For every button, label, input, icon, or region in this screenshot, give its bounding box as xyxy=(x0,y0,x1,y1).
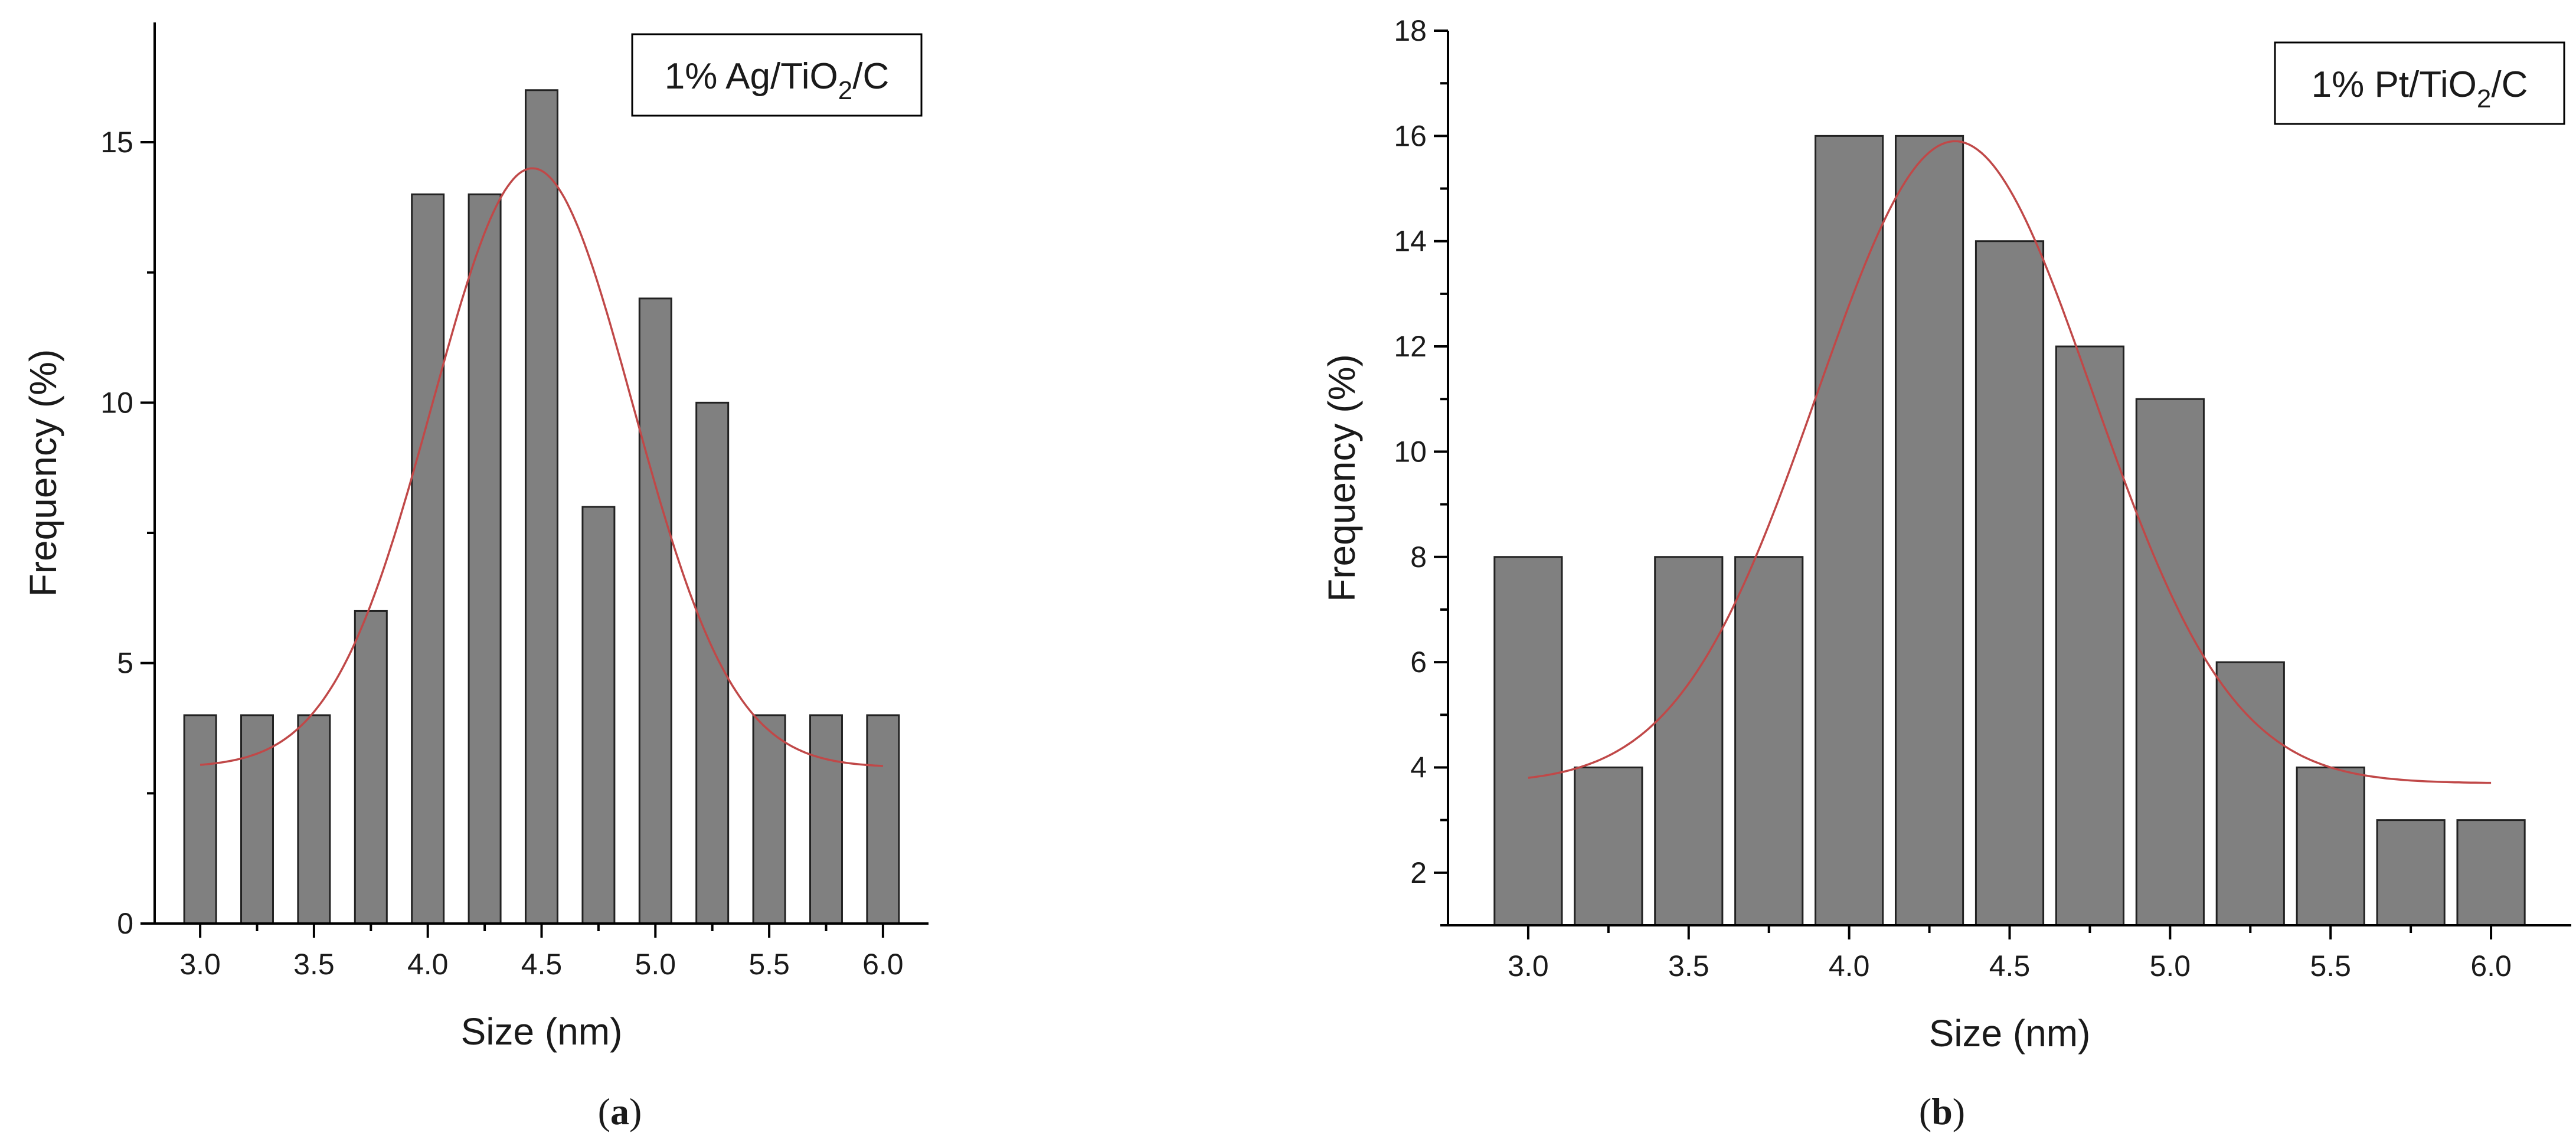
y-tick-label: 14 xyxy=(1394,225,1427,258)
panel-label-open: ( xyxy=(598,1091,610,1132)
legend-label-subscript: 2 xyxy=(2477,84,2491,113)
histogram-bar xyxy=(1815,135,1884,926)
y-axis-title: Frequency (%) xyxy=(22,349,64,597)
histogram-bar xyxy=(2215,661,2285,926)
gaussian-fit-curve xyxy=(1528,140,2492,784)
histogram-bar xyxy=(2135,398,2205,926)
histogram-bar xyxy=(183,714,217,925)
legend-label-main: 1% Ag/TiO xyxy=(665,56,838,97)
panel-label: (b) xyxy=(1919,1091,1965,1132)
histogram-bar xyxy=(638,297,672,925)
legend-label-main: 1% Pt/TiO xyxy=(2312,64,2477,105)
histogram-bar xyxy=(1734,556,1804,926)
legend-label-subscript: 2 xyxy=(838,76,852,105)
y-axis-title: Frequency (%) xyxy=(1320,354,1363,602)
y-tick-label: 15 xyxy=(100,126,133,159)
histogram-bar xyxy=(1654,556,1724,926)
legend-box xyxy=(2274,41,2565,125)
histogram-bar xyxy=(468,193,502,925)
y-tick-label: 0 xyxy=(117,907,133,940)
panel-a: 3.0 3.5 4.0 4.5 5.0 5.5 6.0 0 5 10 15 Size (nm) Freq… xyxy=(22,22,929,1132)
histogram-bar xyxy=(1493,556,1563,926)
panel-label-letter: b xyxy=(1931,1091,1953,1132)
panel-label-open: ( xyxy=(1919,1091,1931,1132)
legend: 1% Pt/TiO2/C xyxy=(2274,41,2565,125)
y-tick-label: 2 xyxy=(1410,856,1427,889)
histogram-bar xyxy=(2376,819,2446,926)
y-tick-label: 10 xyxy=(100,386,133,419)
x-tick-label: 5.0 xyxy=(2150,949,2191,983)
histogram-bar xyxy=(354,610,388,925)
y-tick-label: 10 xyxy=(1394,435,1427,468)
x-axis-title: Size (nm) xyxy=(1929,1012,2091,1055)
histogram-bar xyxy=(2456,819,2526,926)
x-tick-label: 5.5 xyxy=(2310,949,2351,983)
histogram-bar xyxy=(240,714,274,925)
legend-label: 1% Ag/TiO2/C xyxy=(665,56,890,105)
x-tick-label: 5.5 xyxy=(748,948,790,981)
legend: 1% Ag/TiO2/C xyxy=(631,33,923,117)
histogram-bar xyxy=(1975,240,2045,926)
x-tick-label: 4.0 xyxy=(1829,949,1870,983)
y-tick-label: 5 xyxy=(117,647,133,680)
x-tick-label: 4.5 xyxy=(1989,949,2031,983)
x-tick-label: 6.0 xyxy=(2470,949,2512,983)
x-tick-label: 4.0 xyxy=(407,948,449,981)
y-tick-label: 12 xyxy=(1394,330,1427,363)
histogram-bar xyxy=(695,401,730,925)
x-tick-label: 3.5 xyxy=(293,948,335,981)
y-tick-label: 18 xyxy=(1394,14,1427,47)
y-tick-label: 6 xyxy=(1410,646,1427,679)
panel-label-letter: a xyxy=(610,1091,629,1132)
histogram-bar xyxy=(752,714,786,925)
histogram-bar xyxy=(866,714,900,925)
gaussian-fit-curve xyxy=(200,167,883,767)
x-axis-title: Size (nm) xyxy=(461,1010,623,1053)
panel-b: 3.0 3.5 4.0 4.5 5.0 5.5 6.0 2 4 6 8 10 12 14 16 18 Size … xyxy=(1320,14,2571,1132)
legend-box xyxy=(631,33,923,117)
histogram-bar xyxy=(525,89,558,925)
x-tick-label: 6.0 xyxy=(862,948,904,981)
histogram-bar xyxy=(1574,766,1643,926)
x-tick-label: 5.0 xyxy=(635,948,676,981)
x-tick-label: 4.5 xyxy=(521,948,563,981)
legend-label-suffix: /C xyxy=(2491,64,2528,105)
legend-label-suffix: /C xyxy=(852,56,889,97)
x-tick-label: 3.0 xyxy=(1508,949,1549,983)
y-tick-label: 4 xyxy=(1410,751,1427,784)
histogram-bar xyxy=(2296,766,2365,926)
histogram-bar xyxy=(297,714,331,925)
panel-label: (a) xyxy=(598,1091,642,1132)
histogram-bar xyxy=(809,714,843,925)
histogram-bar xyxy=(2055,345,2125,926)
y-tick-label: 16 xyxy=(1394,119,1427,152)
x-tick-label: 3.5 xyxy=(1668,949,1709,983)
panel-label-close: ) xyxy=(629,1091,642,1132)
histogram-bar xyxy=(581,506,616,925)
histogram-bar xyxy=(411,193,445,925)
y-tick-label: 8 xyxy=(1410,541,1427,574)
histogram-bar xyxy=(1894,135,1964,926)
x-tick-label: 3.0 xyxy=(179,948,221,981)
legend-label: 1% Pt/TiO2/C xyxy=(2312,64,2528,113)
panel-label-close: ) xyxy=(1953,1091,1965,1132)
